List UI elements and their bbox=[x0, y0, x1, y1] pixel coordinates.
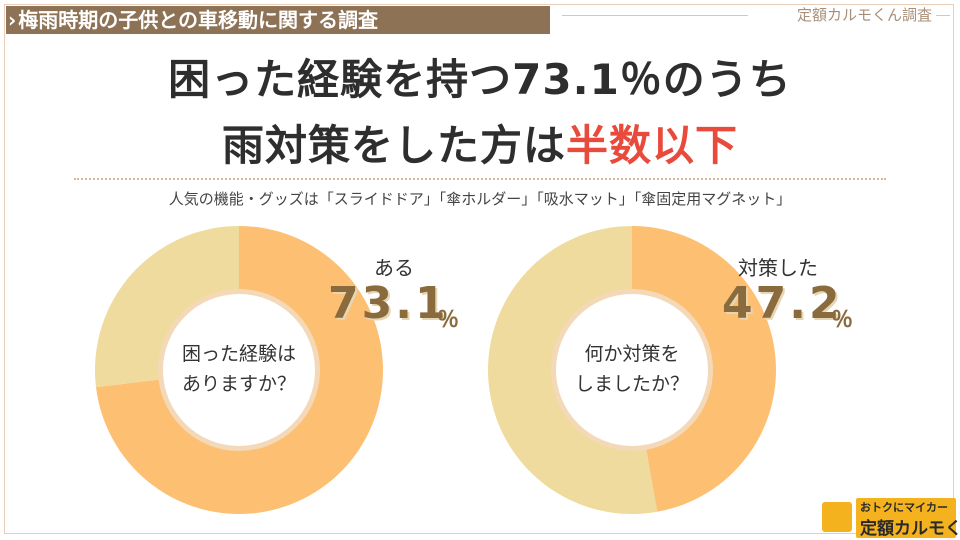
donut2-center-text: 何か対策を しましたか？ bbox=[537, 339, 727, 399]
brand-credit: 定額カルモくん調査 bbox=[796, 6, 932, 24]
donut1-unit: ％ bbox=[437, 308, 460, 333]
donut1-value: 73.1 bbox=[328, 278, 449, 329]
headline-line2-prefix: 雨対策をした方は bbox=[221, 121, 566, 170]
donut1-hole bbox=[163, 294, 315, 446]
subtitle: 人気の機能・グッズは「スライドドア」「傘ホルダー」「吸水マット」「傘固定用マグネ… bbox=[168, 190, 792, 208]
logo-box bbox=[856, 498, 956, 538]
survey-tag: › 梅雨時期の子供との車移動に関する調査 bbox=[6, 6, 550, 34]
donut1-center-text: 困った経験は ありますか？ bbox=[144, 339, 334, 399]
donut1-slice-2 bbox=[95, 226, 239, 388]
donut2-inner-glow bbox=[551, 289, 713, 451]
brand-logo: おトクにマイカー 定額カルモくん bbox=[822, 498, 960, 539]
survey-tag-text: 梅雨時期の子供との車移動に関する調査 bbox=[18, 8, 379, 32]
donut1-center-line1: 困った経験は bbox=[181, 343, 296, 365]
donut2-value: 47.2 bbox=[722, 278, 843, 329]
donut2-center-line2: しましたか？ bbox=[574, 373, 689, 395]
chevron-right-icon: › bbox=[8, 8, 17, 32]
logo-name: 定額カルモくん bbox=[860, 519, 960, 539]
page-frame bbox=[4, 4, 954, 534]
logo-tagline: おトクにマイカー bbox=[860, 501, 948, 514]
donut1-label: ある bbox=[374, 256, 414, 280]
donut2-unit: ％ bbox=[831, 308, 854, 333]
donut1-inner-glow bbox=[158, 289, 320, 451]
donut2-hole bbox=[556, 294, 708, 446]
brand-divider-right bbox=[936, 15, 950, 16]
headline-line1: 困った経験を持つ73.1％のうち bbox=[168, 55, 792, 104]
donut1-center-line2: ありますか？ bbox=[181, 373, 296, 395]
donut1-slice-1 bbox=[96, 226, 384, 514]
dotted-divider bbox=[74, 178, 886, 180]
donut2-label: 対策した bbox=[738, 256, 818, 280]
headline-line2: 雨対策をした方は半数以下 bbox=[0, 112, 960, 173]
headline-highlight: 半数以下 bbox=[566, 121, 739, 170]
brand-divider-left bbox=[562, 15, 748, 16]
car-logo-icon bbox=[822, 502, 852, 532]
donut2-center-line1: 何か対策を bbox=[584, 343, 680, 365]
donut2-slice-2 bbox=[487, 226, 658, 514]
